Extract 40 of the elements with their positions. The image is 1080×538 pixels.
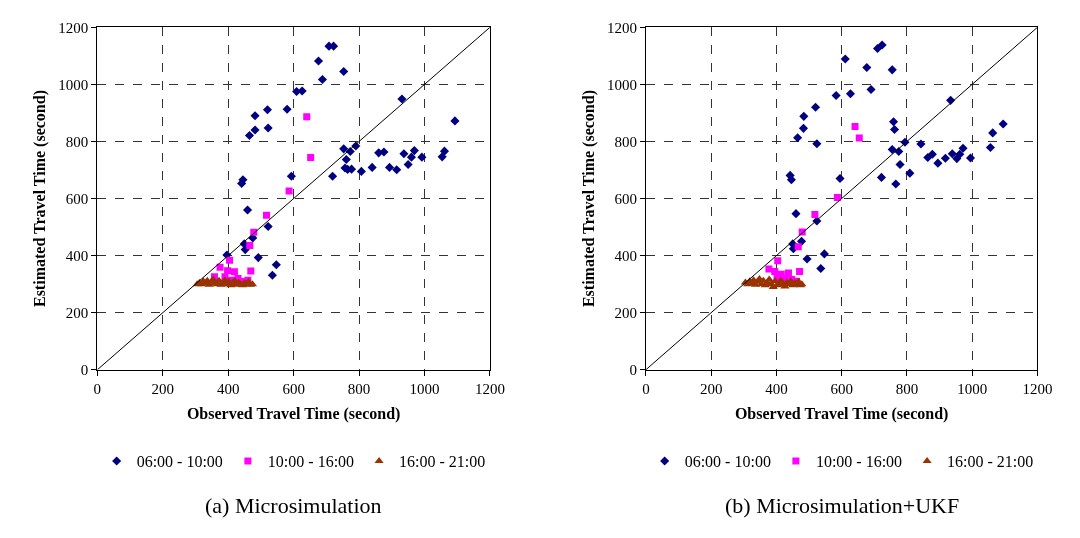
x-tick-label: 1000 (957, 380, 988, 397)
x-axis-title: Observed Travel Time (second) (186, 405, 401, 424)
x-tick-label: 800 (347, 380, 371, 397)
y-axis-title: Estimated Travel Time (second) (579, 90, 598, 308)
x-tick-label: 600 (830, 380, 853, 397)
legend-label: 06:00 - 10:00 (684, 453, 771, 471)
y-tick-label: 1000 (606, 76, 637, 93)
y-tick-label: 1200 (58, 19, 89, 36)
legend-label: 10:00 - 16:00 (267, 453, 355, 471)
text: (a) Microsimulation (205, 493, 382, 518)
y-axis-title: Estimated Travel Time (second) (31, 90, 50, 308)
text: (b) Microsimulation+UKF (725, 493, 960, 518)
x-tick-label: 400 (765, 380, 788, 397)
y-tick-label: 600 (65, 190, 89, 207)
y-tick-label: 1000 (58, 76, 89, 93)
y-tick-label: 400 (65, 247, 89, 264)
y-tick-label: 1200 (606, 19, 637, 36)
legend-label: 16:00 - 21:00 (399, 453, 486, 471)
x-tick-label: 1000 (409, 380, 440, 397)
y-tick-label: 0 (629, 361, 637, 378)
y-tick-label: 0 (80, 361, 89, 378)
x-axis-title: Observed Travel Time (second) (734, 405, 949, 424)
x-tick-label: 200 (151, 380, 175, 397)
y-tick-label: 400 (614, 247, 637, 264)
x-tick-label: 800 (895, 380, 919, 397)
legend-label: 10:00 - 16:00 (815, 453, 903, 471)
x-tick-label: 200 (699, 380, 723, 397)
y-tick-label: 800 (65, 133, 89, 150)
x-tick-label: 1200 (474, 380, 505, 397)
x-tick-label: 400 (216, 380, 240, 397)
legend-label: 06:00 - 10:00 (136, 453, 223, 471)
y-tick-label: 200 (614, 304, 637, 321)
y-tick-label: 800 (614, 133, 637, 150)
x-tick-label: 0 (93, 380, 102, 397)
y-tick-label: 200 (65, 304, 89, 321)
x-tick-label: 600 (282, 380, 305, 397)
x-tick-label: 0 (642, 380, 650, 397)
legend-label: 16:00 - 21:00 (947, 453, 1034, 471)
x-tick-label: 1200 (1022, 380, 1053, 397)
y-tick-label: 600 (614, 190, 637, 207)
